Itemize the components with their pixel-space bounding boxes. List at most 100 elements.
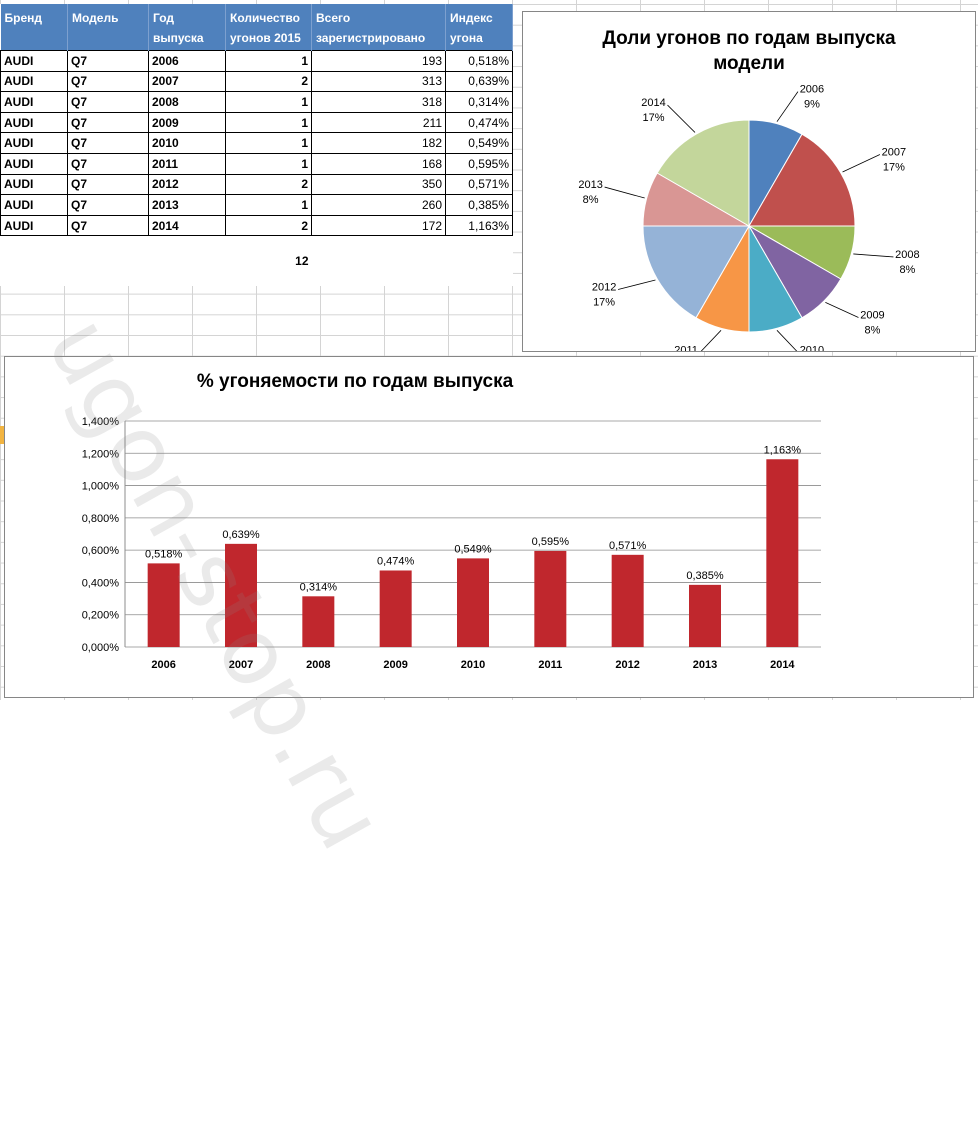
bar-2010[interactable] — [457, 558, 489, 647]
registered-cell[interactable]: 318 — [311, 91, 446, 113]
model-cell[interactable]: Q7 — [67, 111, 149, 134]
bar-2011[interactable] — [534, 550, 567, 647]
index-cell[interactable]: 1,163% — [445, 214, 513, 237]
brand-cell[interactable]: AUDI — [0, 194, 68, 216]
model-cell[interactable]: Q7 — [67, 132, 149, 154]
thefts-cell[interactable]: 2 — [225, 173, 312, 196]
year-cell[interactable]: 2011 — [148, 152, 226, 175]
registered-cell[interactable]: 172 — [311, 214, 446, 237]
bar-2012[interactable] — [611, 554, 644, 647]
bar-2009[interactable] — [379, 570, 412, 647]
model-cell[interactable]: Q7 — [67, 152, 149, 175]
pie-chart: 20069%200717%20088%20098%20108%20118%201… — [578, 84, 919, 372]
pie-label-year: 2013 — [578, 179, 602, 191]
model-cell[interactable]: Q7 — [67, 214, 149, 237]
bar-xtick-label: 2008 — [306, 659, 330, 671]
registered-cell[interactable]: 350 — [311, 173, 446, 196]
brand-cell[interactable]: AUDI — [0, 132, 68, 154]
pie-label-percent: 17% — [642, 112, 664, 124]
bar-2008[interactable] — [302, 596, 335, 647]
pie-slice-2007[interactable] — [748, 133, 856, 227]
year-cell[interactable]: 2012 — [148, 173, 226, 196]
table-row: AUDI Q7 2012 2 350 0,571% — [0, 173, 513, 196]
bar-chart: 0,000% 0,200% 0,400% 0,600% 0,800% 1,000% 1,20… — [82, 416, 821, 671]
year-cell[interactable]: 2007 — [148, 70, 226, 93]
thefts-cell[interactable]: 1 — [225, 50, 312, 72]
pie-chart-panel[interactable]: Доли угонов по годам выпуска модели 2006… — [522, 11, 976, 372]
index-cell[interactable]: 0,314% — [445, 91, 513, 113]
bar-2013[interactable] — [689, 584, 721, 647]
pie-label-percent: 9% — [804, 99, 820, 111]
model-cell[interactable]: Q7 — [67, 91, 149, 113]
pie-label-year: 2010 — [800, 344, 824, 351]
brand-cell[interactable]: AUDI — [0, 152, 68, 175]
header-thefts[interactable]: Количество угонов 2015 — [225, 4, 312, 51]
registered-cell[interactable]: 211 — [311, 111, 446, 134]
pie-leader-line — [825, 302, 859, 318]
brand-cell[interactable]: AUDI — [0, 173, 68, 196]
bar-2007[interactable] — [225, 543, 257, 647]
thefts-cell[interactable]: 1 — [225, 111, 312, 134]
pie-leader-line — [667, 104, 696, 133]
thefts-cell[interactable]: 1 — [225, 132, 312, 154]
pie-leader-line — [617, 279, 656, 290]
bar-2014[interactable] — [766, 459, 799, 647]
thefts-cell[interactable]: 2 — [225, 214, 312, 237]
index-cell[interactable]: 0,549% — [445, 132, 513, 154]
pie-slice-2012[interactable] — [642, 225, 750, 319]
thefts-cell[interactable]: 1 — [225, 194, 312, 216]
index-cell[interactable]: 0,474% — [445, 111, 513, 134]
thefts-cell[interactable]: 2 — [225, 70, 312, 93]
pie-label-percent: 8% — [899, 264, 915, 276]
brand-cell[interactable]: AUDI — [0, 111, 68, 134]
thefts-cell[interactable]: 1 — [225, 91, 312, 113]
year-cell[interactable]: 2009 — [148, 111, 226, 134]
bar-ytick-label: 1,200% — [82, 448, 120, 460]
pie-label-year: 2007 — [882, 147, 906, 159]
model-cell[interactable]: Q7 — [67, 70, 149, 93]
bar-chart-title: % угоняемости по годам выпуска — [196, 371, 514, 392]
year-cell[interactable]: 2010 — [148, 132, 226, 154]
pie-label-percent: 8% — [865, 324, 881, 336]
bar-ytick-label: 0,200% — [82, 610, 120, 622]
pie-slice-2014[interactable] — [656, 119, 750, 227]
header-year[interactable]: Год выпуска — [148, 4, 226, 51]
index-cell[interactable]: 0,518% — [445, 50, 513, 72]
total-row: 12 — [0, 235, 513, 287]
index-cell[interactable]: 0,595% — [445, 152, 513, 175]
year-cell[interactable]: 2006 — [148, 50, 226, 72]
bar-ytick-label: 0,000% — [82, 642, 120, 654]
year-cell[interactable]: 2008 — [148, 91, 226, 113]
brand-cell[interactable]: AUDI — [0, 214, 68, 237]
pie-label-year: 2008 — [895, 249, 919, 261]
pie-label-year: 2011 — [674, 344, 698, 351]
index-cell[interactable]: 0,571% — [445, 173, 513, 196]
pie-leader-line — [776, 91, 799, 122]
thefts-cell[interactable]: 1 — [225, 152, 312, 175]
index-cell[interactable]: 0,639% — [445, 70, 513, 93]
registered-cell[interactable]: 168 — [311, 152, 446, 175]
brand-cell[interactable]: AUDI — [0, 50, 68, 72]
bar-ytick-label: 0,800% — [82, 513, 120, 525]
pie-leader-line — [699, 330, 722, 353]
header-registered[interactable]: Всего зарегистрировано — [311, 4, 446, 51]
header-row: Бренд Модель Год выпуска Количество угонов… — [0, 4, 513, 51]
model-cell[interactable]: Q7 — [67, 173, 149, 196]
bar-2006[interactable] — [147, 563, 180, 647]
registered-cell[interactable]: 313 — [311, 70, 446, 93]
registered-cell[interactable]: 182 — [311, 132, 446, 154]
year-cell[interactable]: 2014 — [148, 214, 226, 237]
registered-cell[interactable]: 260 — [311, 194, 446, 216]
header-brand[interactable]: Бренд — [0, 4, 68, 51]
bar-chart-panel[interactable]: % угоняемости по годам выпуска 0,000% 0,2… — [4, 356, 974, 698]
header-index[interactable]: Индекс угона — [445, 4, 513, 51]
year-cell[interactable]: 2013 — [148, 194, 226, 216]
total-thefts-value[interactable]: 12 — [225, 235, 312, 287]
header-model[interactable]: Модель — [67, 4, 149, 51]
brand-cell[interactable]: AUDI — [0, 70, 68, 93]
model-cell[interactable]: Q7 — [67, 194, 149, 216]
brand-cell[interactable]: AUDI — [0, 91, 68, 113]
registered-cell[interactable]: 193 — [311, 50, 446, 72]
model-cell[interactable]: Q7 — [67, 50, 149, 72]
index-cell[interactable]: 0,385% — [445, 194, 513, 216]
